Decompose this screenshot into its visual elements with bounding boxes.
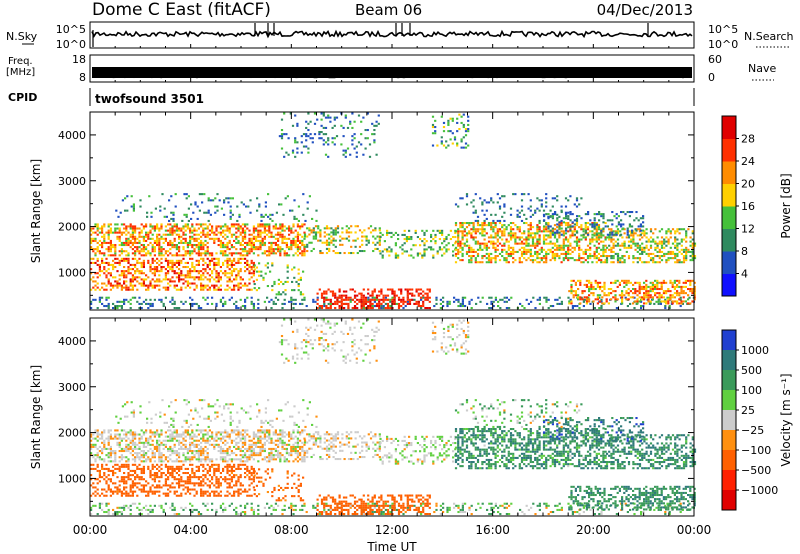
cpid-value: twofsound 3501 bbox=[95, 92, 204, 106]
colorbar-segment bbox=[722, 350, 736, 371]
power-colorbar: 4 8 12 16 20 24 28 Power [dB] bbox=[721, 115, 793, 297]
colorbar-segment bbox=[722, 206, 736, 229]
colorbar-label: Power [dB] bbox=[779, 173, 793, 238]
sky-left-label: N.Sky bbox=[6, 30, 38, 43]
colorbar-segment bbox=[722, 410, 736, 431]
sky-noise-panel: N.Sky 10^5 10^0 10^5 10^0 N.Search bbox=[6, 21, 794, 82]
y-tick-label: 4000 bbox=[58, 335, 86, 348]
y-tick-label: 2000 bbox=[58, 427, 86, 440]
frequency-trace bbox=[91, 75, 693, 79]
colorbar-segment bbox=[722, 370, 736, 391]
colorbar-tick-label: −100 bbox=[741, 444, 771, 457]
y-tick-label: 2000 bbox=[58, 221, 86, 234]
colorbar-segment bbox=[722, 330, 736, 351]
colorbar-segment bbox=[722, 161, 736, 184]
colorbar-segment bbox=[722, 116, 736, 139]
cpid-label: CPID bbox=[8, 91, 37, 104]
colorbar-tick-label: 4 bbox=[741, 268, 748, 281]
colorbar-segment bbox=[722, 470, 736, 491]
y-tick-label: 1000 bbox=[58, 266, 86, 279]
colorbar-tick-label: 12 bbox=[741, 223, 755, 236]
colorbar-tick-label: −25 bbox=[741, 424, 764, 437]
cpid-panel: CPID twofsound 3501 bbox=[8, 88, 695, 106]
y-tick-label: 4000 bbox=[58, 129, 86, 142]
freq-label-2: [MHz] bbox=[6, 67, 35, 78]
nave-tick-top: 60 bbox=[708, 53, 722, 66]
colorbar-tick-label: −1000 bbox=[741, 484, 778, 497]
velocity-y-axis: 1000 2000 3000 4000 bbox=[58, 335, 694, 502]
freq-tick-top: 18 bbox=[72, 53, 86, 66]
time-tick-label: 04:00 bbox=[173, 523, 208, 537]
power-y-axis: 1000 2000 3000 4000 bbox=[58, 129, 694, 296]
frequency-panel: Freq. [MHz] 18 8 60 0 Nave bbox=[6, 53, 776, 84]
y-tick-label: 3000 bbox=[58, 175, 86, 188]
colorbar-segment bbox=[722, 450, 736, 471]
y-tick-label: 1000 bbox=[58, 472, 86, 485]
x-axis-label: Time UT bbox=[366, 540, 417, 554]
nave-tick-bottom: 0 bbox=[708, 71, 715, 84]
power-x-ticks bbox=[89, 112, 695, 310]
sky-right-tick-top: 10^5 bbox=[708, 23, 738, 36]
colorbar-tick-label: −500 bbox=[741, 464, 771, 477]
sky-tick-bottom: 10^0 bbox=[56, 38, 86, 51]
colorbar-segment bbox=[722, 138, 736, 162]
colorbar-segment bbox=[722, 183, 736, 207]
velocity-panel: 1000 2000 3000 4000 Slant Range [km] 1000 50… bbox=[29, 317, 793, 517]
time-tick-label: 20:00 bbox=[576, 523, 611, 537]
power-data-cells bbox=[90, 112, 697, 310]
colorbar-tick-label: 16 bbox=[741, 200, 755, 213]
colorbar-segment bbox=[722, 273, 736, 297]
time-tick-label: 16:00 bbox=[475, 523, 510, 537]
nave-label: Nave bbox=[748, 62, 776, 75]
colorbar-segment bbox=[722, 228, 736, 252]
beam-label: Beam 06 bbox=[355, 1, 422, 19]
power-y-axis-label: Slant Range [km] bbox=[29, 159, 43, 263]
colorbar-tick-label: 24 bbox=[741, 155, 755, 168]
colorbar-segment bbox=[722, 251, 736, 274]
colorbar-tick-label: 20 bbox=[741, 178, 755, 191]
colorbar-segment bbox=[722, 490, 736, 511]
colorbar-tick-label: 25 bbox=[741, 404, 755, 417]
sky-right-label: N.Search bbox=[744, 30, 794, 43]
time-tick-label: 12:00 bbox=[375, 523, 410, 537]
colorbar-tick-label: 100 bbox=[741, 384, 762, 397]
colorbar-tick-label: 8 bbox=[741, 245, 748, 258]
freq-tick-bottom: 8 bbox=[79, 71, 86, 84]
velocity-x-ticks bbox=[89, 318, 695, 516]
time-tick-label: 00:00 bbox=[73, 523, 108, 537]
colorbar-segment bbox=[722, 430, 736, 451]
colorbar-tick-label: 28 bbox=[741, 133, 755, 146]
time-tick-label: 08:00 bbox=[274, 523, 309, 537]
power-panel: 1000 2000 3000 4000 Slant Range [km] 4 8 12 16… bbox=[29, 111, 793, 311]
velocity-colorbar: 1000 500 100 25 −25 −100 −500 −1000 Velocity [m … bbox=[721, 329, 793, 511]
colorbar-tick-label: 500 bbox=[741, 364, 762, 377]
sky-right-tick-bottom: 10^0 bbox=[708, 38, 738, 51]
date-label: 04/Dec/2013 bbox=[597, 1, 693, 19]
colorbar-tick-label: 1000 bbox=[741, 344, 769, 357]
velocity-data-cells bbox=[90, 318, 697, 516]
time-tick-label: 00:00 bbox=[677, 523, 712, 537]
time-axis-labels: 00:00 04:00 08:00 12:00 16:00 20:00 00:00 bbox=[73, 523, 712, 537]
freq-label-1: Freq. bbox=[8, 56, 33, 67]
sky-tick-top: 10^5 bbox=[56, 23, 86, 36]
nave-band bbox=[92, 67, 692, 78]
y-tick-label: 3000 bbox=[58, 381, 86, 394]
colorbar-segment bbox=[722, 390, 736, 411]
colorbar-label: Velocity [m s⁻¹] bbox=[779, 373, 793, 466]
velocity-y-axis-label: Slant Range [km] bbox=[29, 365, 43, 469]
plot-title: Dome C East (fitACF) bbox=[92, 0, 271, 20]
